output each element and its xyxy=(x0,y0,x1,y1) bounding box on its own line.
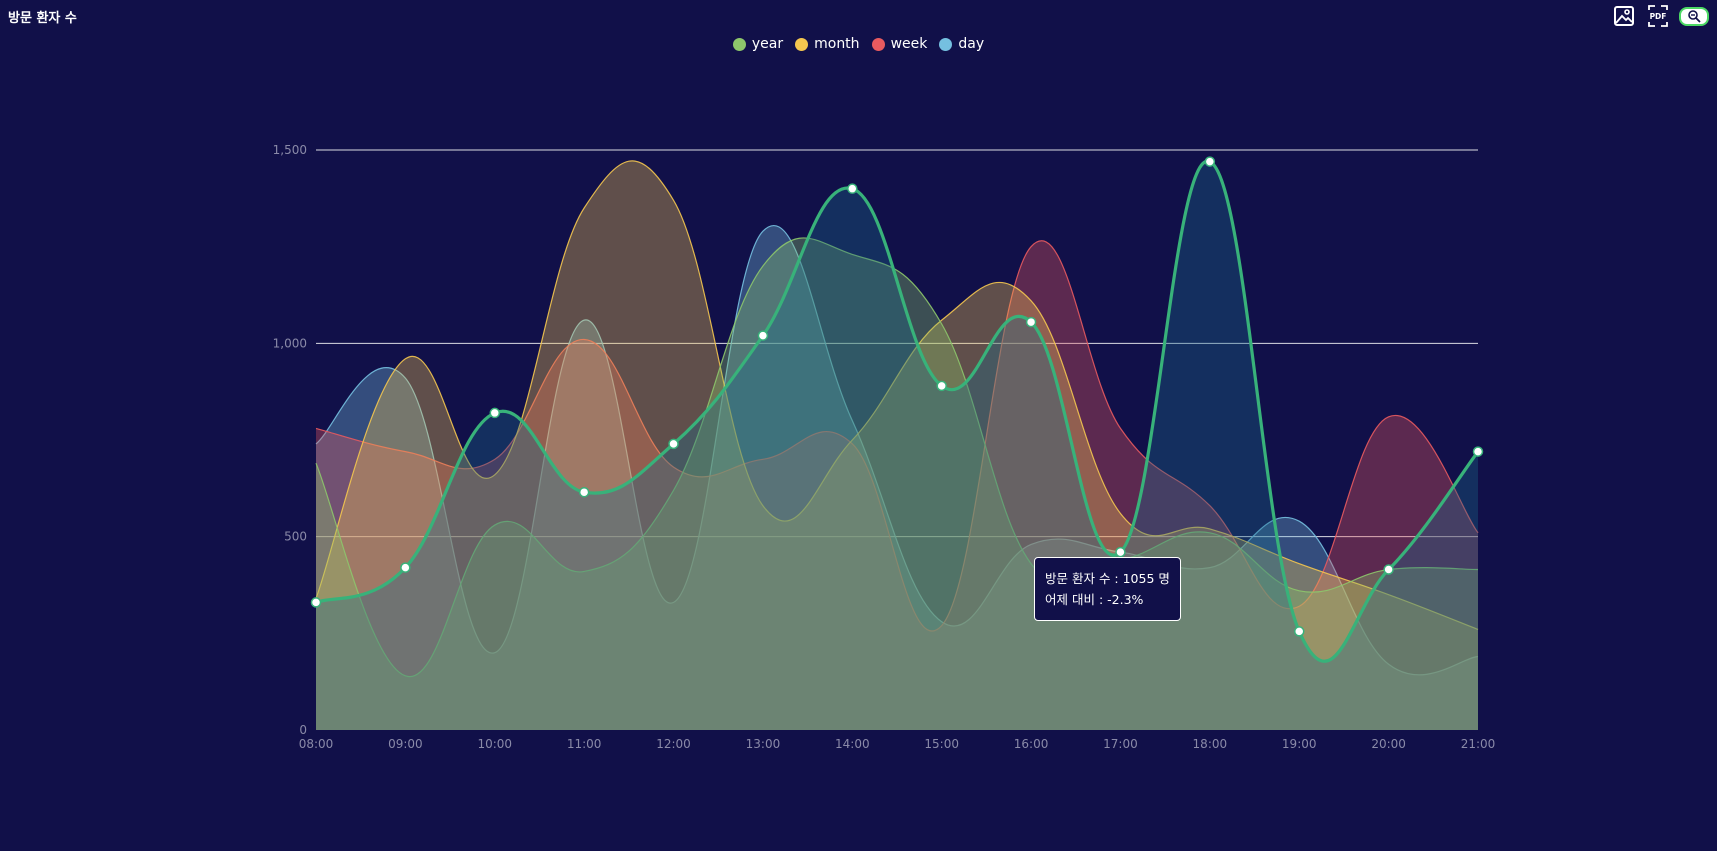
legend-marker-year xyxy=(732,37,746,51)
x-tick-label: 21:00 xyxy=(1461,737,1496,751)
highlight-fill xyxy=(316,161,1478,731)
x-tick-label: 15:00 xyxy=(924,737,959,751)
save-image-button[interactable] xyxy=(1611,4,1637,28)
data-point[interactable] xyxy=(847,183,858,194)
data-point[interactable] xyxy=(1293,626,1305,637)
y-tick-label: 1,500 xyxy=(273,143,307,157)
y-tick-label: 1,000 xyxy=(273,336,307,350)
data-point[interactable] xyxy=(757,330,769,341)
data-point[interactable] xyxy=(578,486,590,498)
series-line-week xyxy=(315,240,1479,632)
data-point[interactable] xyxy=(1383,564,1394,575)
legend-item-day[interactable]: day xyxy=(939,36,984,52)
legend-label-day: day xyxy=(958,36,985,52)
data-point[interactable] xyxy=(1204,156,1216,167)
zoom-icon xyxy=(1688,10,1701,23)
legend-label-week: week xyxy=(890,36,928,52)
zoom-button[interactable] xyxy=(1679,6,1709,26)
y-tick-label: 0 xyxy=(299,723,307,737)
legend-marker-week xyxy=(871,37,885,51)
x-tick-label: 09:00 xyxy=(388,737,423,751)
pdf-icon: PDF xyxy=(1648,5,1668,27)
data-point[interactable] xyxy=(1472,446,1484,457)
x-tick-label: 13:00 xyxy=(746,737,781,751)
data-point[interactable] xyxy=(489,407,501,419)
data-point[interactable] xyxy=(400,562,411,573)
series-line-year xyxy=(315,237,1479,677)
x-tick-label: 14:00 xyxy=(835,737,870,751)
chart-tooltip: 방문 환자 수 : 1055 명 어제 대비 : -2.3% xyxy=(1034,557,1181,621)
data-point[interactable] xyxy=(1025,316,1037,328)
area-week xyxy=(316,240,1478,730)
legend-label-month: month xyxy=(814,36,860,52)
x-tick-label: 17:00 xyxy=(1103,737,1138,751)
x-tick-label: 18:00 xyxy=(1193,737,1228,751)
legend-item-week[interactable]: week xyxy=(871,36,928,52)
x-tick-label: 12:00 xyxy=(656,737,691,751)
image-icon xyxy=(1614,6,1634,26)
area-year xyxy=(316,237,1478,731)
legend-marker-day xyxy=(939,37,953,51)
legend-item-year[interactable]: year xyxy=(732,36,784,52)
area-day xyxy=(316,225,1478,730)
chart-legend: year month week day xyxy=(0,36,1717,52)
legend-marker-month xyxy=(795,37,809,51)
legend-item-month[interactable]: month xyxy=(795,36,860,52)
chart-toolbar: PDF xyxy=(1611,4,1709,28)
x-tick-label: 19:00 xyxy=(1282,737,1317,751)
data-point[interactable] xyxy=(936,380,947,392)
tooltip-patients: 방문 환자 수 : 1055 명 xyxy=(1045,571,1170,586)
area-month xyxy=(316,160,1478,730)
data-point[interactable] xyxy=(310,597,322,608)
x-tick-label: 10:00 xyxy=(477,737,512,751)
legend-label-year: year xyxy=(751,36,784,52)
x-tick-label: 16:00 xyxy=(1014,737,1049,751)
x-tick-label: 11:00 xyxy=(567,737,602,751)
x-tick-label: 08:00 xyxy=(299,737,334,751)
page-title: 방문 환자 수 xyxy=(8,11,77,26)
pdf-label: PDF xyxy=(1650,12,1667,21)
data-point[interactable] xyxy=(668,438,679,450)
series-line-month xyxy=(315,160,1479,631)
series-line-day xyxy=(315,225,1479,676)
export-pdf-button[interactable]: PDF xyxy=(1645,4,1671,28)
data-point[interactable] xyxy=(1115,546,1126,558)
highlight-line xyxy=(315,159,1480,663)
tooltip-change: 어제 대비 : -2.3% xyxy=(1045,592,1144,607)
x-tick-label: 20:00 xyxy=(1371,737,1406,751)
y-tick-label: 500 xyxy=(284,530,307,544)
